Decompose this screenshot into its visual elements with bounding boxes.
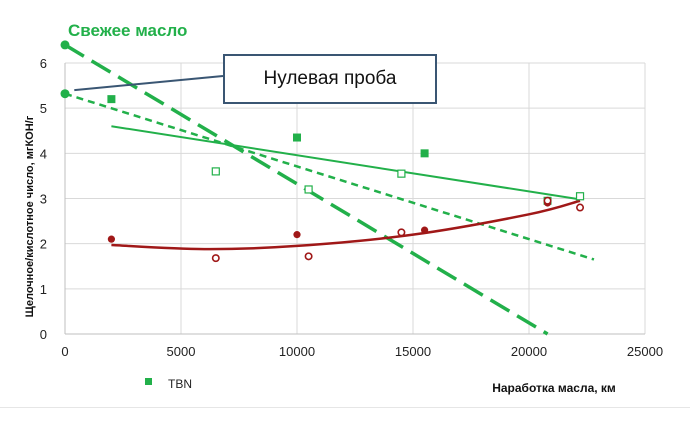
open-circle-point — [211, 254, 220, 263]
filled-circle-point — [107, 235, 115, 243]
fresh-oil-point — [60, 89, 70, 99]
y-tick-label: 6 — [40, 56, 47, 71]
y-tick-label: 2 — [40, 237, 47, 252]
y-tick-label: 5 — [40, 101, 47, 116]
callout-pointer — [74, 75, 224, 92]
open-square-point — [397, 169, 406, 178]
tbn-filled-point — [420, 149, 429, 158]
legend-label-tbn: TBN — [168, 377, 192, 391]
fresh-oil-label: Свежее масло — [68, 21, 188, 40]
x-tick-label: 0 — [61, 344, 68, 359]
trend-line-short-dash — [64, 92, 595, 261]
y-tick-label: 0 — [40, 327, 47, 342]
y-tick-label: 3 — [40, 192, 47, 207]
filled-circle-point — [293, 231, 301, 239]
zero-sample-label: Нулевая проба — [263, 68, 397, 89]
filled-circle-point — [421, 226, 429, 234]
y-tick-label: 1 — [40, 282, 47, 297]
footer-divider — [0, 407, 690, 408]
tbn-filled-point — [293, 133, 301, 142]
open-circle-point — [397, 228, 406, 237]
x-tick-label: 25000 — [627, 344, 663, 359]
legend-marker-tbn — [145, 378, 152, 385]
zero-sample-callout: Нулевая проба — [223, 54, 437, 104]
trend-line-solid-curve — [111, 199, 581, 251]
tbn-filled-point — [107, 95, 116, 104]
open-square-point — [575, 192, 585, 201]
x-tick-label: 15000 — [395, 344, 431, 359]
open-circle-point — [543, 196, 552, 205]
open-circle-point — [304, 252, 313, 261]
x-axis-label: Наработка масла, км — [492, 381, 616, 395]
y-tick-label: 4 — [40, 146, 47, 161]
open-circle-point — [576, 203, 585, 212]
y-axis-label: Щелочное/кислотное число, мгКОН/г — [24, 115, 36, 317]
trend-line-solid — [111, 125, 581, 201]
fresh-oil-point — [60, 40, 70, 50]
x-tick-label: 20000 — [511, 344, 547, 359]
open-square-point — [211, 167, 220, 176]
x-tick-label: 5000 — [167, 344, 196, 359]
open-square-point — [304, 185, 313, 194]
x-tick-label: 10000 — [279, 344, 315, 359]
